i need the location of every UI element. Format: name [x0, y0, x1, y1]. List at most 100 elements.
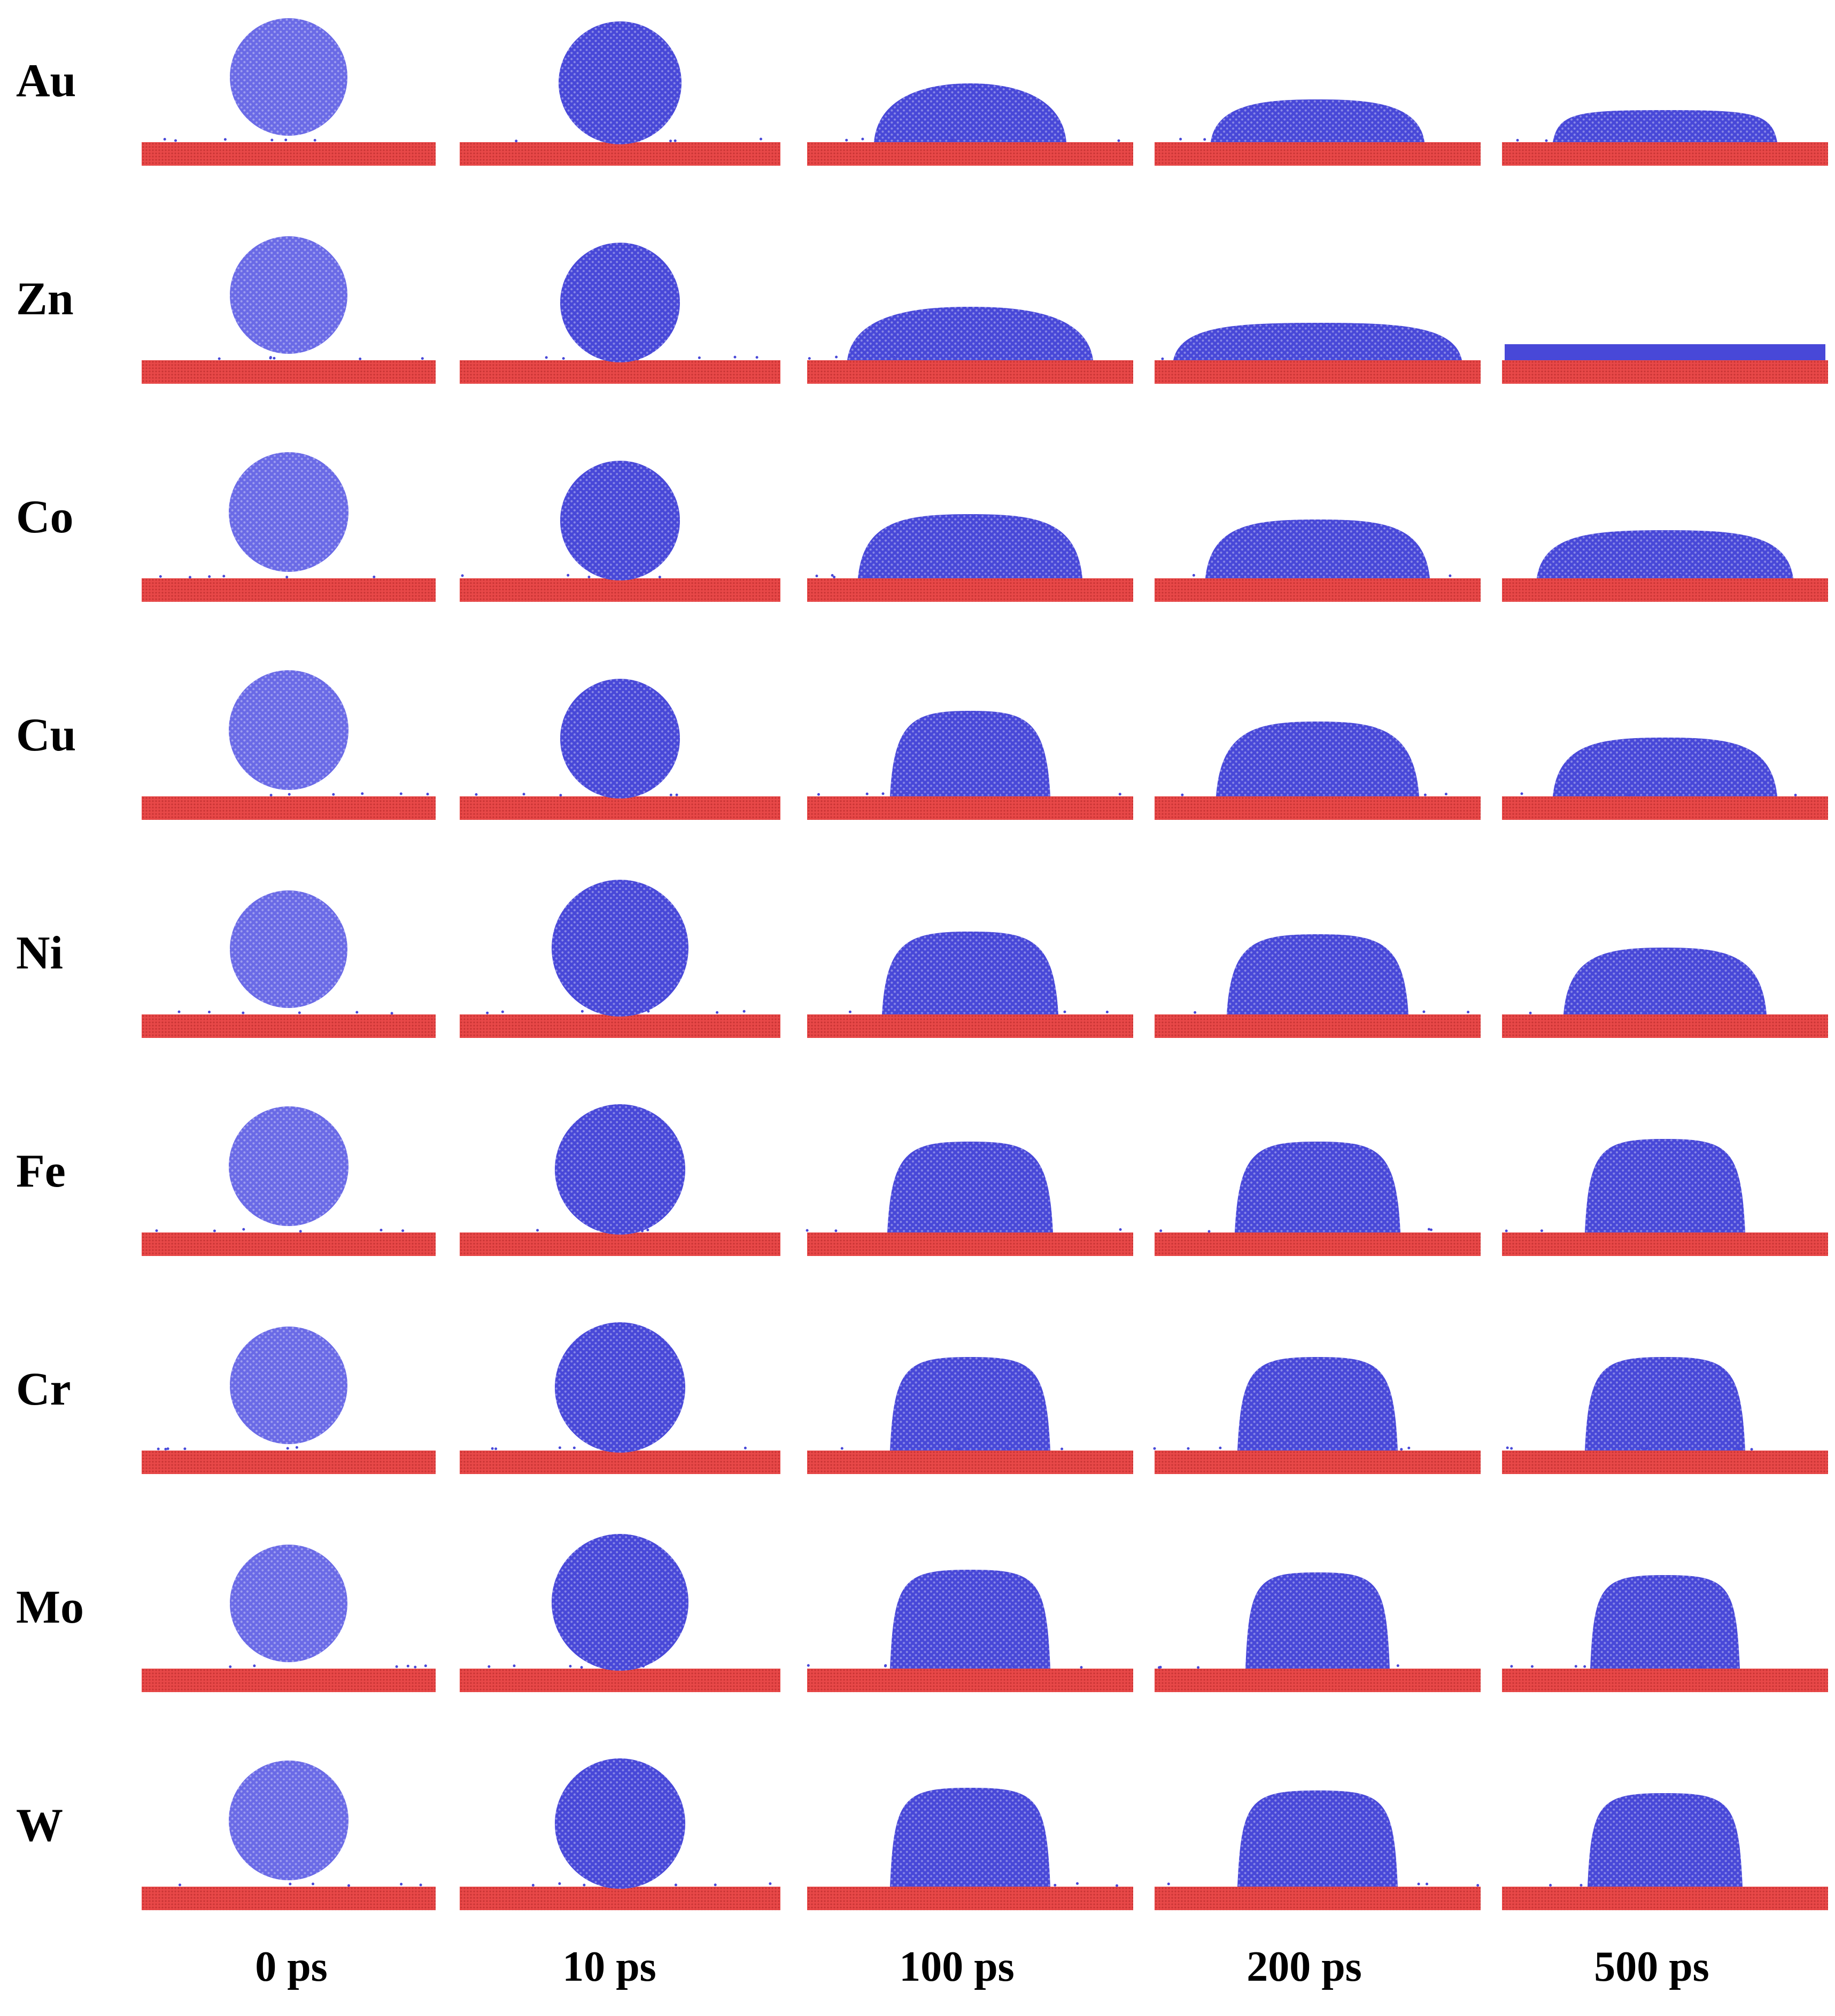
substrate-slab — [1155, 796, 1481, 820]
stray-atom — [1506, 1446, 1509, 1449]
stray-atom — [587, 576, 591, 579]
stray-atom — [208, 1011, 211, 1013]
stray-atom — [769, 1882, 772, 1885]
substrate-slab — [1502, 142, 1828, 166]
snapshot-mo-t200 — [1155, 1537, 1481, 1697]
substrate-slab — [1502, 1232, 1828, 1256]
stray-atom — [1219, 1446, 1222, 1449]
stray-atom — [179, 1883, 181, 1887]
stray-atom — [1009, 1665, 1012, 1669]
substrate-slab — [807, 1014, 1133, 1038]
droplet-texture — [560, 243, 680, 362]
stray-atom — [865, 792, 869, 795]
stray-atom — [1700, 1666, 1703, 1669]
stray-atom — [833, 576, 836, 579]
snapshot-svg-zn-t10 — [460, 243, 780, 384]
stray-atom — [866, 575, 870, 578]
stray-atom — [1476, 1884, 1480, 1887]
stray-atom — [580, 1010, 584, 1013]
stray-atom — [1025, 139, 1028, 142]
stray-atom — [164, 1447, 167, 1451]
stray-atom — [1555, 358, 1559, 361]
stray-atom — [909, 1883, 912, 1887]
snapshot-svg-ni-t200 — [1155, 934, 1481, 1038]
stray-atom — [284, 138, 288, 142]
stray-atom — [347, 1884, 350, 1887]
stray-atom — [1520, 792, 1523, 795]
stray-atom — [876, 356, 879, 360]
droplet-texture — [555, 1758, 685, 1889]
stray-atom — [491, 1447, 494, 1450]
stray-atom — [1575, 356, 1578, 359]
stray-atom — [613, 1229, 616, 1232]
stray-atom — [1407, 1446, 1411, 1449]
snapshot-co-t200 — [1155, 447, 1481, 607]
col-label-200ps: 200 ps — [1246, 1943, 1362, 1990]
snapshot-svg-zn-t500 — [1502, 344, 1828, 384]
stray-atom — [373, 576, 376, 578]
stray-atom — [642, 1665, 645, 1668]
stray-atom — [1054, 1883, 1057, 1887]
stray-atom — [513, 1664, 516, 1668]
snapshot-svg-zn-t200 — [1155, 323, 1481, 384]
snapshot-mo-t500 — [1502, 1537, 1828, 1697]
substrate-slab — [460, 1451, 780, 1474]
stray-atom — [996, 356, 1000, 360]
stray-atom — [1529, 1011, 1532, 1014]
stray-atom — [421, 357, 424, 360]
droplet-texture — [230, 236, 347, 354]
snapshot-cr-t100 — [807, 1319, 1133, 1479]
droplet-texture — [1553, 738, 1777, 796]
stray-atom — [1531, 1665, 1534, 1668]
stray-atom — [905, 792, 908, 795]
stray-atom — [312, 1882, 314, 1886]
snapshot-w-t500 — [1502, 1755, 1828, 1916]
stray-atom — [1628, 794, 1631, 797]
stray-atom — [580, 1666, 583, 1669]
stray-atom — [674, 1883, 677, 1887]
stray-atom — [426, 793, 429, 796]
stray-atom — [229, 1665, 232, 1668]
stray-atom — [1076, 1882, 1079, 1885]
stray-atom — [1505, 1229, 1508, 1232]
stray-atom — [1008, 1230, 1011, 1233]
stray-atom — [1344, 356, 1348, 360]
stray-atom — [647, 1010, 650, 1013]
stray-atom — [1746, 1010, 1749, 1013]
stray-atom — [494, 1447, 498, 1451]
stray-atom — [698, 356, 701, 359]
stray-atom — [1060, 1447, 1064, 1451]
droplet-texture — [229, 1761, 349, 1880]
snapshot-svg-cr-t0 — [142, 1327, 436, 1474]
substrate-slab — [807, 1232, 1133, 1256]
stray-atom — [893, 355, 896, 359]
stray-atom — [1516, 138, 1519, 142]
col-label-10ps: 10 ps — [562, 1943, 656, 1990]
substrate-slab — [460, 1232, 780, 1256]
stray-atom — [1624, 1883, 1627, 1887]
substrate-slab — [807, 142, 1133, 166]
stray-atom — [1427, 1228, 1430, 1231]
snapshot-ni-t200 — [1155, 883, 1481, 1043]
stray-atom — [559, 794, 562, 797]
stray-atom — [840, 1447, 843, 1450]
snapshot-au-t0 — [142, 11, 436, 171]
snapshot-svg-co-t10 — [460, 461, 780, 602]
stray-atom — [1647, 1010, 1650, 1013]
stray-atom — [675, 793, 678, 796]
stray-atom — [893, 575, 896, 578]
stray-atom — [1444, 793, 1447, 796]
stray-atom — [1694, 1229, 1698, 1232]
row-label-co: Co — [16, 491, 74, 543]
stray-atom — [806, 1229, 809, 1232]
stray-atom — [603, 574, 606, 577]
stray-atom — [1377, 1883, 1380, 1886]
stray-atom — [1423, 793, 1427, 796]
stray-atom — [1608, 794, 1612, 797]
droplet-texture — [1563, 948, 1767, 1014]
stray-atom — [159, 575, 162, 578]
stray-atom — [1383, 356, 1387, 359]
stray-atom — [1334, 1011, 1337, 1014]
stray-atom — [1194, 356, 1197, 359]
stray-atom — [1430, 1228, 1433, 1231]
